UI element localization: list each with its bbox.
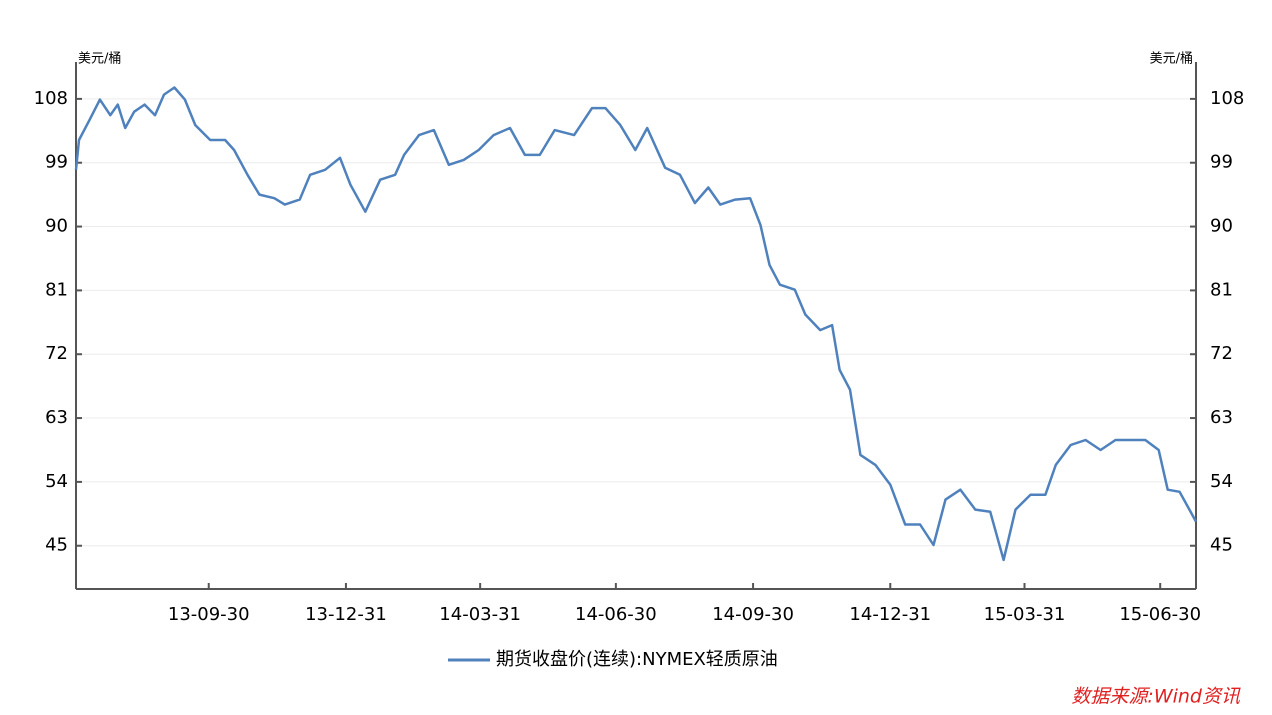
y2-axis-unit: 美元/桶 xyxy=(1150,52,1193,67)
y2-tick-label: 108 xyxy=(1210,88,1244,109)
x-tick-label: 14-09-30 xyxy=(712,604,794,625)
y2-tick-label: 54 xyxy=(1210,471,1233,492)
y-tick-label: 90 xyxy=(45,216,68,237)
y2-tick-label: 45 xyxy=(1210,535,1233,556)
x-tick-label: 14-06-30 xyxy=(575,604,657,625)
y-tick-label: 54 xyxy=(45,471,68,492)
y-tick-label: 99 xyxy=(45,152,68,173)
x-tick-label: 14-12-31 xyxy=(849,604,931,625)
x-tick-label: 14-03-31 xyxy=(439,604,521,625)
x-tick-label: 13-09-30 xyxy=(168,604,250,625)
y2-tick-label: 63 xyxy=(1210,407,1233,428)
y-tick-label: 72 xyxy=(45,343,68,364)
x-tick-label: 15-03-31 xyxy=(984,604,1066,625)
x-tick-label: 13-12-31 xyxy=(305,604,387,625)
y-tick-label: 45 xyxy=(45,535,68,556)
y2-tick-label: 81 xyxy=(1210,279,1233,300)
y2-tick-label: 99 xyxy=(1210,152,1233,173)
y2-tick-label: 90 xyxy=(1210,216,1233,237)
y-tick-label: 108 xyxy=(34,88,68,109)
y-axis-unit: 美元/桶 xyxy=(78,52,121,67)
y-tick-label: 81 xyxy=(45,279,68,300)
y-tick-label: 63 xyxy=(45,407,68,428)
legend-label: 期货收盘价(连续):NYMEX轻质原油 xyxy=(496,649,778,670)
price-line xyxy=(74,86,1198,562)
source: 数据来源:Wind资讯 xyxy=(1071,686,1241,708)
y2-tick-label: 72 xyxy=(1210,343,1233,364)
x-tick-label: 15-06-30 xyxy=(1119,604,1201,625)
